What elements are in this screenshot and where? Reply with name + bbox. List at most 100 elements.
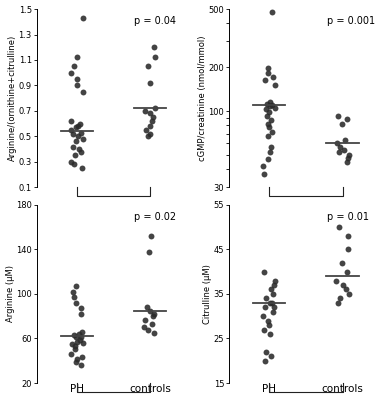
Point xyxy=(342,137,348,144)
Point xyxy=(73,300,79,306)
Point xyxy=(265,133,271,140)
Point xyxy=(78,334,84,340)
Point xyxy=(334,113,341,120)
Point xyxy=(272,81,278,88)
Point xyxy=(263,106,270,112)
Point xyxy=(142,108,149,114)
Point xyxy=(269,9,275,15)
Point xyxy=(143,127,149,133)
Point xyxy=(268,286,274,293)
Point xyxy=(77,305,83,312)
Point xyxy=(71,332,78,338)
Point xyxy=(147,110,154,117)
Point xyxy=(141,324,147,330)
Point xyxy=(73,124,79,131)
Point xyxy=(266,124,272,130)
Point xyxy=(67,118,74,124)
Point xyxy=(70,143,76,150)
Point xyxy=(79,354,85,361)
Point xyxy=(345,233,351,239)
Point xyxy=(339,260,345,266)
Point xyxy=(266,322,272,328)
Point xyxy=(70,131,76,137)
Point xyxy=(142,316,149,323)
Y-axis label: Arginine/(ornithine+citrulline): Arginine/(ornithine+citrulline) xyxy=(8,35,17,161)
Point xyxy=(78,129,84,136)
Point xyxy=(333,277,339,284)
Point xyxy=(73,138,80,145)
Point xyxy=(267,103,274,109)
Point xyxy=(72,152,78,159)
Point xyxy=(339,120,345,127)
Point xyxy=(68,70,74,76)
Text: p = 0.01: p = 0.01 xyxy=(327,212,368,222)
Point xyxy=(266,109,272,116)
Point xyxy=(150,313,156,320)
Point xyxy=(74,123,81,130)
Point xyxy=(344,268,350,275)
Point xyxy=(270,304,277,310)
Point xyxy=(335,300,341,306)
Point xyxy=(267,98,273,105)
Point xyxy=(340,282,346,288)
Point xyxy=(77,336,83,343)
Point xyxy=(80,89,86,95)
Point xyxy=(268,144,274,150)
Point xyxy=(269,129,276,135)
Point xyxy=(147,131,153,137)
Point xyxy=(268,117,274,123)
Point xyxy=(72,343,78,350)
Point xyxy=(74,76,80,82)
Text: p = 0.001: p = 0.001 xyxy=(327,16,375,26)
Point xyxy=(74,82,81,89)
Point xyxy=(147,123,153,130)
Point xyxy=(78,148,84,155)
Point xyxy=(80,340,86,346)
Point xyxy=(260,326,267,333)
Point xyxy=(269,353,275,360)
Point xyxy=(147,308,153,314)
Point xyxy=(264,113,270,120)
Point xyxy=(75,133,82,140)
Point xyxy=(144,304,150,310)
Point xyxy=(149,118,156,124)
Point xyxy=(145,63,151,70)
Point xyxy=(73,359,80,365)
Point xyxy=(151,311,157,317)
Point xyxy=(260,313,266,320)
Y-axis label: Arginine (μM): Arginine (μM) xyxy=(5,266,15,322)
Point xyxy=(272,105,279,111)
Point xyxy=(78,311,84,317)
Point xyxy=(264,101,270,107)
Point xyxy=(151,44,157,50)
Point xyxy=(336,224,342,230)
Point xyxy=(261,358,268,364)
Text: p = 0.04: p = 0.04 xyxy=(134,16,176,26)
Point xyxy=(265,318,272,324)
Point xyxy=(346,291,352,297)
Point xyxy=(260,163,266,169)
Point xyxy=(71,63,77,70)
Point xyxy=(150,114,156,120)
Point xyxy=(78,362,84,368)
Point xyxy=(69,288,76,295)
Point xyxy=(345,154,352,161)
Point xyxy=(261,268,268,275)
Point xyxy=(345,246,351,252)
Point xyxy=(74,339,80,345)
Point xyxy=(345,152,352,158)
Point xyxy=(336,295,343,302)
Point xyxy=(151,54,158,61)
Point xyxy=(265,156,271,162)
Point xyxy=(343,286,350,293)
Point xyxy=(265,64,272,71)
Point xyxy=(74,355,80,362)
Point xyxy=(68,351,74,357)
Point xyxy=(336,149,342,156)
Point xyxy=(267,149,273,156)
Point xyxy=(73,283,79,289)
Point xyxy=(77,120,83,127)
Point xyxy=(344,158,350,165)
Point xyxy=(261,171,267,177)
Point xyxy=(68,127,74,133)
